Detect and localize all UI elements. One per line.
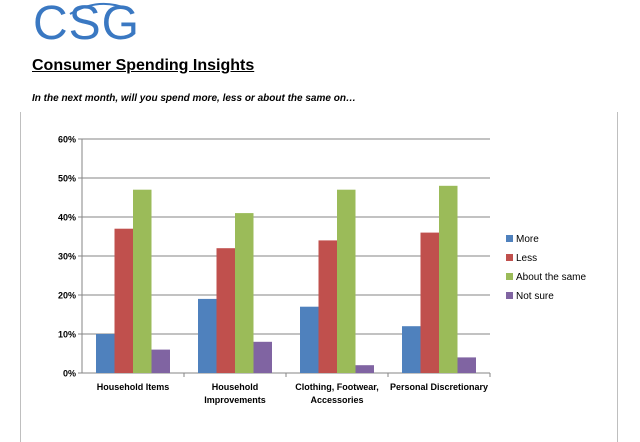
bar-more — [300, 306, 319, 373]
y-tick-label: 10% — [58, 330, 76, 340]
x-category-label: Clothing, Footwear, — [295, 382, 379, 392]
legend-swatch — [506, 292, 513, 299]
y-tick-label: 60% — [58, 135, 76, 145]
bar-not-sure — [151, 349, 170, 373]
bar-less — [420, 232, 439, 373]
legend-swatch — [506, 235, 513, 242]
survey-question: In the next month, will you spend more, … — [32, 93, 356, 104]
y-tick-label: 30% — [58, 252, 76, 262]
bar-about-the-same — [235, 213, 254, 373]
bar-less — [114, 228, 133, 373]
bar-about-the-same — [133, 189, 152, 373]
bar-more — [198, 298, 217, 373]
legend-label: More — [516, 234, 539, 245]
x-category-label: Accessories — [310, 395, 363, 405]
bar-less — [216, 248, 235, 373]
bar-more — [402, 326, 421, 373]
x-category-label: Household Items — [97, 382, 170, 392]
bar-less — [318, 240, 337, 373]
legend-swatch — [506, 273, 513, 280]
chart-frame — [20, 112, 618, 442]
legend-label: Less — [516, 253, 537, 264]
legend-swatch — [506, 254, 513, 261]
logo-arc-icon — [69, 2, 131, 15]
legend-label: Not sure — [516, 291, 554, 302]
bar-not-sure — [457, 357, 476, 373]
bar-chart: 0% 10% 20% 30% 40% 50% 60% Household Items House… — [58, 135, 586, 406]
x-category-label: Improvements — [204, 395, 266, 405]
x-category-label: Personal Discretionary — [390, 382, 488, 392]
x-category-label: Household — [212, 382, 259, 392]
y-tick-label: 50% — [58, 174, 76, 184]
bar-about-the-same — [337, 189, 356, 373]
bar-about-the-same — [439, 185, 458, 373]
legend-label: About the same — [516, 272, 586, 283]
bar-not-sure — [355, 365, 374, 373]
logo-text: CSG — [33, 0, 141, 50]
bar-more — [96, 334, 115, 373]
y-tick-label: 20% — [58, 291, 76, 301]
csg-logo: CSG — [30, 0, 140, 52]
bar-not-sure — [253, 341, 272, 373]
y-tick-label: 40% — [58, 213, 76, 223]
report-title: Consumer Spending Insights — [32, 57, 255, 74]
y-tick-label: 0% — [63, 369, 76, 379]
